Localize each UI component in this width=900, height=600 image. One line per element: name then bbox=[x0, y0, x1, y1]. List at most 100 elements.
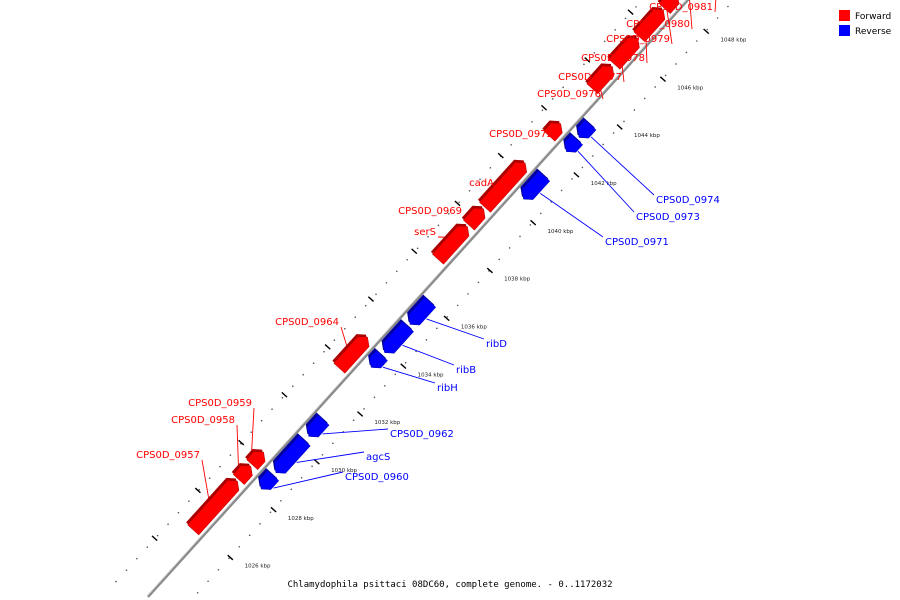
scale-tick bbox=[530, 219, 537, 226]
grid-dot bbox=[685, 51, 688, 54]
grid-dot bbox=[416, 247, 419, 250]
legend-forward-swatch bbox=[839, 10, 850, 21]
gene-label: CPS0D_0972 bbox=[489, 129, 553, 140]
grid-dot bbox=[456, 304, 459, 307]
gene-body bbox=[274, 435, 311, 474]
scale-tick-label: 1040 kbp bbox=[547, 229, 573, 235]
grid-dot bbox=[508, 247, 511, 249]
grid-dot bbox=[716, 17, 719, 19]
scale-tick-upper bbox=[497, 152, 504, 159]
grid-dot bbox=[446, 316, 449, 318]
gene-label: ribD bbox=[486, 339, 507, 350]
grid-dot bbox=[333, 339, 336, 342]
gene-CPS0D_0957 bbox=[186, 477, 240, 536]
grid-dot bbox=[352, 419, 355, 422]
grid-dot bbox=[593, 52, 596, 54]
gene-leader bbox=[714, 0, 717, 13]
scale-tick bbox=[313, 458, 320, 465]
grid-dot bbox=[228, 557, 230, 560]
grid-dot bbox=[551, 98, 554, 100]
grid-dot bbox=[208, 477, 211, 479]
grid-dot bbox=[396, 270, 398, 273]
grid-dot bbox=[219, 465, 221, 468]
grid-dot bbox=[323, 350, 325, 353]
gene-CPS0D_0974 bbox=[576, 117, 597, 139]
scale-tick bbox=[227, 554, 234, 561]
gene-body bbox=[521, 170, 551, 200]
gene-cadA bbox=[477, 159, 527, 213]
backbone-axis bbox=[146, 0, 690, 598]
grid-dot bbox=[373, 396, 376, 399]
gene-label: CPS0D_0978 bbox=[581, 53, 645, 64]
gene-body bbox=[658, 0, 680, 14]
grid-dot bbox=[436, 327, 438, 330]
grid-dot bbox=[115, 580, 117, 583]
gene-body bbox=[369, 350, 388, 369]
grid-dot bbox=[364, 304, 367, 307]
gene-body bbox=[382, 321, 414, 354]
gene-leader bbox=[382, 366, 436, 384]
map-caption: Chlamydophila psittaci 08DC60, complete … bbox=[287, 580, 612, 590]
scale-tick-label: 1044 kbp bbox=[634, 133, 660, 139]
gene-CPS0D_0960 bbox=[258, 468, 280, 490]
grid-dot bbox=[385, 281, 388, 284]
grid-dot bbox=[437, 224, 440, 227]
gene-leader bbox=[340, 326, 348, 348]
scale-tick bbox=[703, 28, 710, 35]
grid-dot bbox=[467, 293, 469, 295]
gene-leader bbox=[251, 407, 255, 453]
scale-tick-label: 1042 kbp bbox=[591, 181, 617, 187]
gene-label: CPS0D_0973 bbox=[636, 212, 700, 223]
scale-tick-label: 1028 kbp bbox=[288, 516, 314, 522]
grid-dot bbox=[248, 534, 251, 537]
scale-tick-upper bbox=[324, 344, 331, 350]
scale-tick bbox=[573, 171, 580, 178]
grid-dot bbox=[332, 442, 334, 445]
scale-tick-label: 1036 kbp bbox=[461, 325, 487, 331]
scale-tick-upper bbox=[151, 535, 158, 542]
scale-tick-upper bbox=[367, 296, 375, 302]
gene-body bbox=[633, 9, 666, 43]
grid-dot bbox=[136, 557, 138, 560]
scale-tick-upper bbox=[454, 200, 461, 207]
scale-tick bbox=[270, 506, 277, 513]
grid-dot bbox=[477, 281, 480, 284]
grid-dot bbox=[603, 40, 606, 43]
gene-CPS0D_0976 bbox=[585, 63, 615, 95]
grid-dot bbox=[633, 109, 636, 111]
grid-dot bbox=[217, 568, 220, 571]
gene-label: CPS0D_0962 bbox=[390, 429, 454, 440]
gene-serS bbox=[430, 223, 470, 265]
grid-dot bbox=[664, 74, 667, 77]
scale-tick bbox=[443, 315, 450, 322]
grid-dot bbox=[260, 419, 263, 422]
grid-dot bbox=[560, 189, 563, 192]
gene-features bbox=[186, 0, 680, 536]
gene-label: CPS0D_0964 bbox=[275, 317, 339, 328]
grid-dot bbox=[238, 545, 241, 548]
grid-dot bbox=[177, 511, 180, 514]
grid-dot bbox=[727, 5, 729, 8]
gene-body bbox=[307, 414, 330, 438]
grid-dot bbox=[188, 500, 190, 502]
grid-dot bbox=[290, 488, 293, 491]
grid-dots bbox=[115, 5, 729, 594]
gene-leader bbox=[426, 318, 485, 340]
gene-label: CPS0D_0977 bbox=[558, 72, 622, 83]
grid-dot bbox=[643, 97, 646, 100]
gene-CPS0D_0971 bbox=[520, 168, 551, 200]
grid-dot bbox=[489, 166, 492, 169]
gene-label: CPS0D_0971 bbox=[605, 237, 669, 248]
gene-agcS bbox=[272, 433, 311, 474]
gene-leader bbox=[236, 424, 239, 468]
legend-forward-label: Forward bbox=[855, 12, 891, 22]
gene-labels: CPS0D_0957 CPS0D_0958 CPS0D_0959 CPS0D_0960… bbox=[136, 2, 720, 483]
grid-dot bbox=[394, 373, 397, 376]
scale-tick bbox=[616, 124, 623, 130]
gene-CPS0D_0977 bbox=[607, 35, 640, 70]
grid-dot bbox=[321, 454, 324, 456]
gene-leader bbox=[273, 471, 344, 489]
grid-dot bbox=[635, 6, 637, 8]
